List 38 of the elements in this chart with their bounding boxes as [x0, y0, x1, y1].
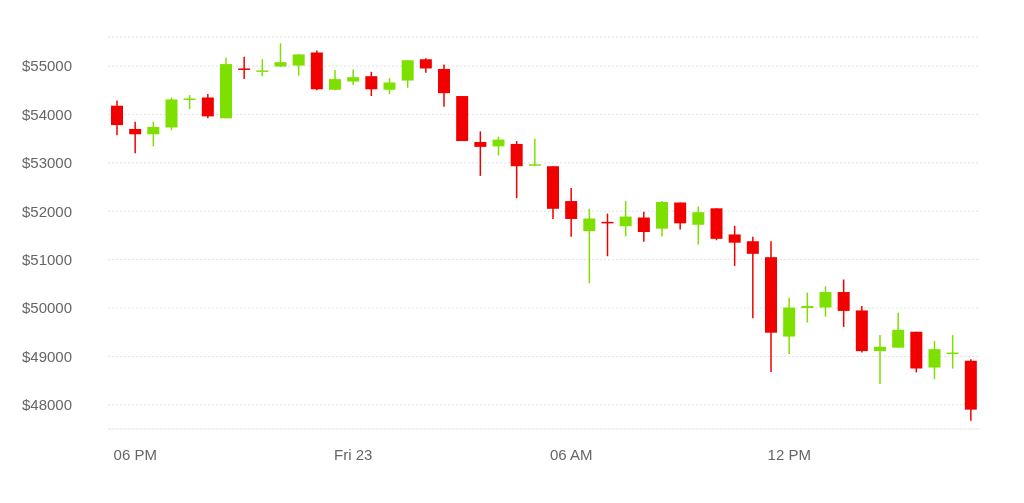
candlestick [510, 140, 523, 199]
candlestick [528, 137, 541, 167]
y-tick-label: $50000 [22, 299, 73, 317]
candlestick [819, 285, 832, 318]
candlestick [147, 120, 160, 148]
candlestick [928, 340, 941, 380]
candlestick [674, 201, 687, 231]
x-tick-label: 12 PM [767, 445, 811, 463]
candlestick [129, 120, 142, 154]
y-tick-label: $51000 [22, 250, 73, 268]
candlestick [238, 56, 251, 80]
candlestick [692, 205, 705, 246]
candlestick [401, 59, 414, 89]
candlestick [201, 93, 214, 120]
y-tick-label: $55000 [22, 57, 73, 75]
y-tick-label: $54000 [22, 105, 73, 123]
candlestick [637, 210, 650, 243]
candlestick [474, 130, 487, 177]
y-tick-label: $53000 [22, 154, 73, 172]
candlestick [892, 312, 905, 349]
candlestick [619, 200, 632, 238]
y-tick-label: $48000 [22, 396, 73, 414]
candlestick [801, 291, 814, 324]
y-tick-label: $49000 [22, 347, 73, 365]
x-tick-label: Fri 23 [334, 445, 373, 463]
candlestick [746, 236, 759, 319]
candlestick [874, 334, 886, 385]
candlestick [728, 224, 741, 267]
candlestick [347, 68, 360, 86]
x-tick-label: 06 AM [549, 445, 593, 463]
candlestick [565, 187, 578, 238]
x-tick-label: 06 PM [113, 445, 157, 463]
candlestick [111, 99, 123, 136]
candlestick [837, 278, 850, 328]
y-tick-label: $52000 [22, 202, 73, 220]
candlestick [292, 53, 305, 77]
candlestick [583, 208, 596, 285]
candlestick [365, 71, 378, 97]
